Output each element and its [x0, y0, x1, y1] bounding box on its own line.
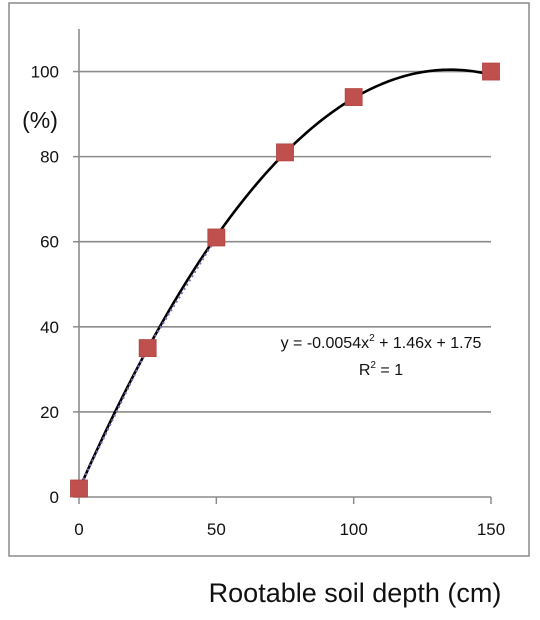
y-tick-label: 40 — [40, 318, 59, 337]
data-point — [276, 143, 294, 162]
r-squared-exponent: 2 — [370, 360, 376, 371]
y-tick-label: 60 — [40, 233, 59, 252]
x-tick-label: 0 — [74, 520, 83, 539]
trendline-equation: y = -0.0054x2 + 1.46x + 1.75 — [281, 333, 482, 352]
equation-part-1: y = -0.0054x — [281, 335, 370, 352]
x-tick-label: 50 — [207, 520, 226, 539]
axes — [73, 29, 492, 504]
chart-border — [8, 2, 530, 557]
y-tick-label: 80 — [40, 148, 59, 167]
data-point — [138, 339, 157, 357]
y-tick-labels: 0 20 40 60 80 100 — [31, 63, 59, 507]
x-tick-label: 150 — [477, 520, 505, 539]
r-squared-label: R2 = 1 — [359, 360, 403, 379]
data-points — [70, 62, 500, 498]
data-point — [482, 62, 500, 81]
equation-part-2: + 1.46x + 1.75 — [375, 335, 482, 352]
data-point — [344, 88, 363, 106]
y-tick-label: 100 — [31, 63, 59, 82]
y-tick-label: 20 — [40, 403, 59, 422]
y-tick-label: 0 — [50, 488, 59, 507]
x-axis-label: Rootable soil depth (cm) — [209, 578, 502, 608]
r-squared-part-1: R — [359, 362, 371, 379]
y-axis-label: (%) — [22, 107, 58, 133]
equation-exponent: 2 — [369, 333, 375, 344]
x-tick-labels: 0 50 100 150 — [74, 520, 505, 539]
r-squared-part-2: = 1 — [376, 362, 403, 379]
data-point — [70, 479, 88, 498]
data-point — [207, 228, 226, 247]
x-tick-label: 100 — [339, 520, 367, 539]
